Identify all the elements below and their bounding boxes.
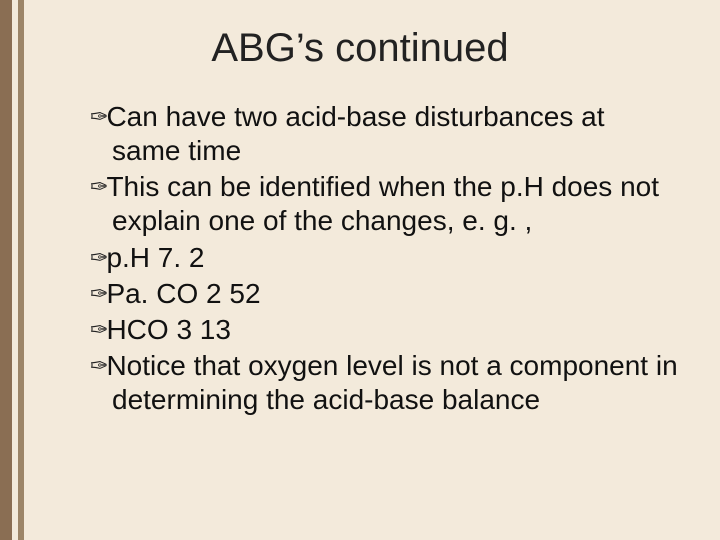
list-item: ✑p.H 7. 2 (90, 241, 680, 275)
bullet-icon: ✑ (90, 353, 106, 378)
bullet-icon: ✑ (90, 317, 106, 342)
list-item-text: Pa. CO 2 52 (106, 278, 260, 309)
list-item-text: HCO 3 13 (106, 314, 231, 345)
slide-title: ABG’s continued (0, 26, 720, 71)
bullet-icon: ✑ (90, 174, 106, 199)
bullet-icon: ✑ (90, 281, 106, 306)
bullet-icon: ✑ (90, 104, 106, 129)
slide-body: ✑Can have two acid-base disturbances at … (90, 100, 680, 419)
list-item: ✑This can be identified when the p.H doe… (90, 170, 680, 238)
bullet-icon: ✑ (90, 245, 106, 270)
list-item: ✑Notice that oxygen level is not a compo… (90, 349, 680, 417)
list-item-text: Notice that oxygen level is not a compon… (106, 350, 677, 415)
left-stripe-bar (18, 0, 24, 540)
slide: ABG’s continued ✑Can have two acid-base … (0, 0, 720, 540)
list-item: ✑Can have two acid-base disturbances at … (90, 100, 680, 168)
left-border-bar (0, 0, 12, 540)
list-item: ✑HCO 3 13 (90, 313, 680, 347)
list-item-text: p.H 7. 2 (106, 242, 204, 273)
list-item-text: Can have two acid-base disturbances at s… (106, 101, 604, 166)
list-item: ✑Pa. CO 2 52 (90, 277, 680, 311)
list-item-text: This can be identified when the p.H does… (106, 171, 659, 236)
